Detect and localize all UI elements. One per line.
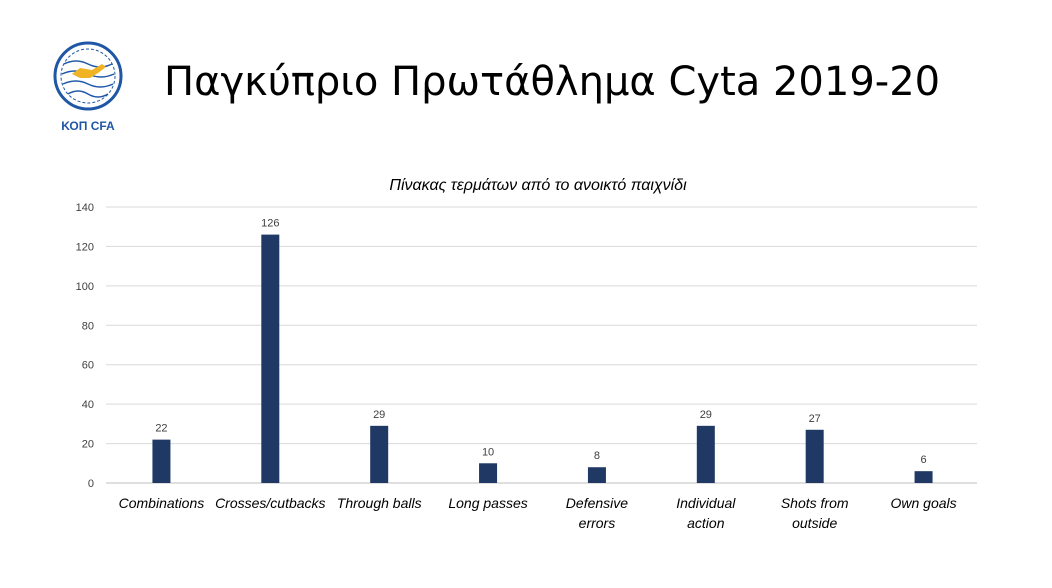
bar <box>152 439 171 483</box>
x-tick-label: Individual action <box>676 495 736 531</box>
y-tick-label: 120 <box>76 241 94 253</box>
data-label: 8 <box>594 450 600 462</box>
x-axis-labels: Combinations Crosses/cutbacks Through ball… <box>119 495 957 531</box>
x-tick-label: Through balls <box>337 495 422 511</box>
bars <box>152 234 933 483</box>
y-tick-label: 40 <box>82 399 94 411</box>
x-tick-label: Long passes <box>448 495 527 511</box>
bar <box>261 234 280 483</box>
data-labels: 22 126 29 10 8 29 27 6 <box>155 218 926 467</box>
bar <box>914 471 933 483</box>
x-tick-label: Shots from outside <box>781 495 849 531</box>
page-title: Παγκύπριο Πρωτάθλημα Cyta 2019-20 <box>164 59 941 105</box>
y-tick-label: 140 <box>76 202 94 214</box>
chart-title: Πίνακας τερμάτων από το ανοικτό παιχνίδι <box>389 177 687 194</box>
y-tick-label: 80 <box>82 320 94 332</box>
data-label: 10 <box>482 446 494 458</box>
y-tick-label: 0 <box>88 478 94 490</box>
bar <box>805 429 824 483</box>
x-tick-label: Crosses/cutbacks <box>215 495 325 511</box>
gridlines <box>106 206 977 484</box>
y-axis-ticks: 0 20 40 60 80 100 120 140 <box>76 202 94 490</box>
bar <box>696 425 715 483</box>
x-tick-label: Combinations <box>119 495 205 511</box>
x-tick-label: Defensive errors <box>566 495 628 531</box>
y-tick-label: 100 <box>76 281 94 293</box>
bar <box>479 463 498 483</box>
data-label: 22 <box>155 423 167 435</box>
y-tick-label: 20 <box>82 439 94 451</box>
data-label: 27 <box>809 413 821 425</box>
y-tick-label: 60 <box>82 360 94 372</box>
cfa-logo: ΚΟΠ CFA <box>53 41 123 133</box>
x-tick-label: Own goals <box>890 495 956 511</box>
data-label: 29 <box>700 409 712 421</box>
logo-text: ΚΟΠ CFA <box>61 119 115 133</box>
data-label: 29 <box>373 409 385 421</box>
bar <box>587 467 606 483</box>
data-label: 126 <box>261 218 279 230</box>
bar <box>370 425 389 483</box>
data-label: 6 <box>921 454 927 466</box>
